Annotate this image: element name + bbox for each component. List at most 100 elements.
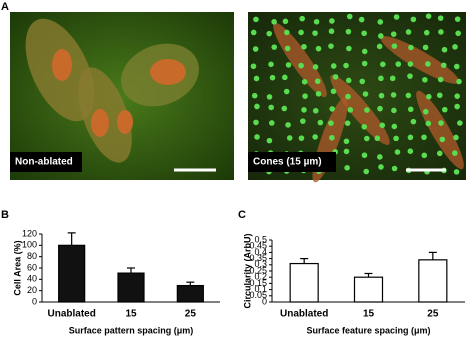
cone xyxy=(317,119,324,126)
cone xyxy=(314,78,321,85)
x-axis-label: Surface pattern spacing (μm) xyxy=(69,325,194,335)
cone xyxy=(285,122,291,128)
cone xyxy=(408,44,414,51)
cone xyxy=(363,168,370,175)
cone xyxy=(329,106,335,112)
cone xyxy=(282,18,289,25)
cone xyxy=(377,19,384,25)
y-tick-label: 0.4 xyxy=(254,247,267,257)
cone xyxy=(284,29,290,36)
cone xyxy=(425,120,432,127)
x-axis-label: Surface feature spacing (μm) xyxy=(306,325,430,335)
cone xyxy=(407,61,414,67)
cone xyxy=(253,16,259,23)
image-caption: Cones (15 µm) xyxy=(253,157,322,168)
cone xyxy=(300,118,306,124)
cone xyxy=(361,60,368,67)
bar xyxy=(58,244,86,303)
cone xyxy=(330,63,337,69)
cone xyxy=(422,44,429,51)
cone xyxy=(254,103,260,110)
y-tick-label: 0.3 xyxy=(254,259,267,269)
cone xyxy=(312,30,318,36)
cone xyxy=(364,107,370,113)
micrograph xyxy=(10,12,234,180)
cone xyxy=(410,118,417,125)
bar xyxy=(289,262,319,303)
cone xyxy=(362,91,369,97)
cone xyxy=(343,148,350,155)
cone xyxy=(312,64,319,70)
cone xyxy=(454,103,460,110)
y-axis-label: Circularity (ArbU) xyxy=(242,233,252,308)
cone xyxy=(329,18,335,24)
cone xyxy=(453,169,460,175)
cone xyxy=(268,120,275,126)
cone xyxy=(312,134,318,140)
cone xyxy=(361,48,368,55)
cone xyxy=(391,165,398,172)
cone xyxy=(298,62,304,69)
cone xyxy=(361,30,367,37)
cone xyxy=(283,88,290,95)
cone xyxy=(301,79,308,85)
cone xyxy=(405,29,412,35)
cone xyxy=(393,135,399,142)
cone xyxy=(358,16,365,23)
cone xyxy=(252,46,259,52)
cone xyxy=(328,28,335,35)
image-caption: Non-ablated xyxy=(15,157,73,168)
y-tick-label: 0.2 xyxy=(254,272,267,282)
micrograph xyxy=(248,12,466,183)
cone xyxy=(361,124,368,130)
y-tick-label: 20 xyxy=(27,285,37,295)
cone xyxy=(391,107,397,114)
cone xyxy=(284,45,291,52)
x-tick-label: 25 xyxy=(185,309,197,320)
cone xyxy=(437,76,444,83)
bar xyxy=(117,272,145,303)
cone xyxy=(436,92,443,99)
cone xyxy=(407,73,413,79)
cone xyxy=(439,136,446,143)
cone xyxy=(438,29,444,35)
cone xyxy=(378,33,384,39)
cone xyxy=(437,15,444,21)
cone xyxy=(328,120,334,126)
cone xyxy=(378,164,384,170)
cone xyxy=(390,92,397,98)
cone xyxy=(315,91,322,97)
cone xyxy=(376,43,383,50)
y-tick-label: 120 xyxy=(22,228,37,238)
cone xyxy=(286,135,293,141)
cone xyxy=(436,150,443,157)
cone xyxy=(361,152,368,159)
cone xyxy=(374,135,381,142)
cone xyxy=(377,105,383,112)
cone xyxy=(422,76,428,83)
cone xyxy=(345,93,351,100)
cone xyxy=(312,107,319,114)
panel-label: A xyxy=(1,1,9,13)
cone xyxy=(285,62,292,68)
cone xyxy=(328,43,334,49)
cone xyxy=(457,120,463,126)
x-tick-label: 25 xyxy=(427,309,439,320)
cone xyxy=(266,94,273,100)
panel-label: B xyxy=(1,209,9,221)
cone xyxy=(407,134,414,141)
y-tick-label: 40 xyxy=(27,274,37,284)
x-tick-label: Unablated xyxy=(47,309,95,320)
cone xyxy=(438,120,444,126)
bar xyxy=(418,259,448,303)
cone xyxy=(453,63,460,70)
cone xyxy=(343,62,349,69)
cone xyxy=(302,93,308,99)
cone xyxy=(269,74,276,81)
cone xyxy=(380,61,386,68)
cone xyxy=(393,14,400,20)
cone xyxy=(454,16,461,22)
y-tick-label: 0.25 xyxy=(249,265,267,275)
cone xyxy=(253,119,259,126)
